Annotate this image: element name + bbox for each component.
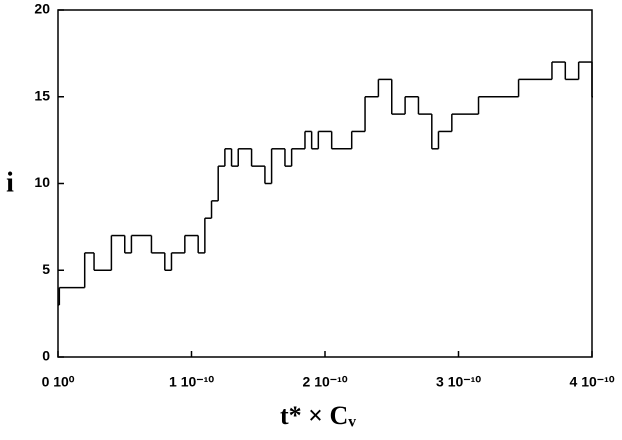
y-tick-label: 10 xyxy=(34,174,50,190)
y-tick-label: 5 xyxy=(42,261,50,277)
x-tick-label: 1 10⁻¹⁰ xyxy=(169,374,214,390)
x-axis-label: t* × Cᵥ xyxy=(280,401,356,430)
y-tick-label: 0 xyxy=(42,348,50,364)
plot-frame xyxy=(57,9,593,358)
x-tick-label: 4 10⁻¹⁰ xyxy=(570,374,615,390)
x-tick-label: 0 10⁰ xyxy=(42,374,75,390)
y-tick-label: 15 xyxy=(34,87,50,103)
y-axis-label: i xyxy=(6,167,14,198)
x-tick-label: 3 10⁻¹⁰ xyxy=(436,374,481,390)
x-tick-label: 2 10⁻¹⁰ xyxy=(303,374,348,390)
y-tick-label: 20 xyxy=(34,1,50,17)
